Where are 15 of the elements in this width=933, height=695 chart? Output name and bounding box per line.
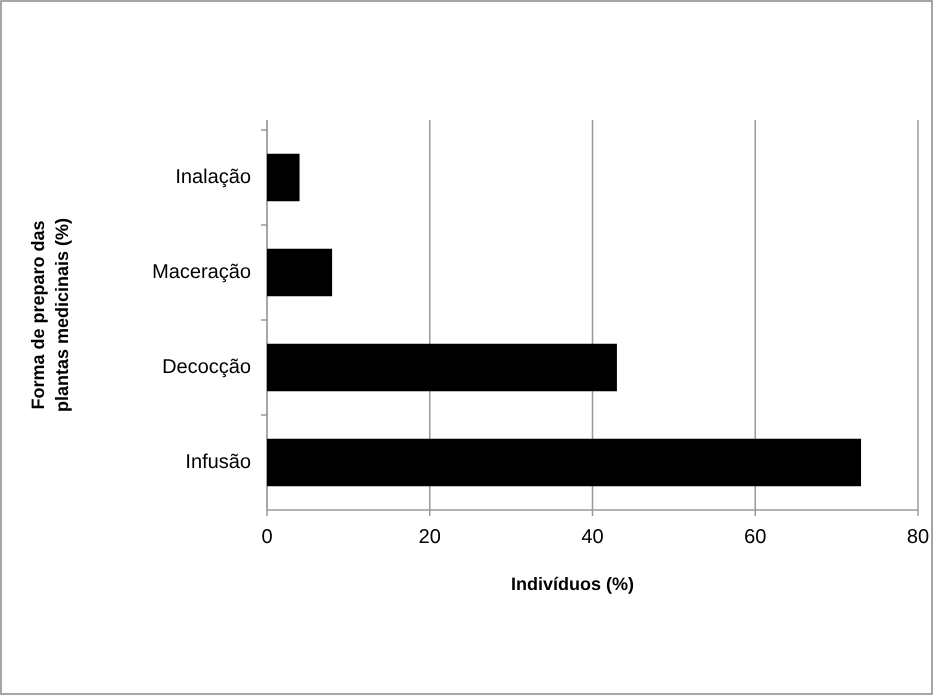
y-axis-title: Forma de preparo das plantas medicinais (%) — [28, 218, 72, 412]
x-tick-label: 40 — [581, 526, 604, 548]
y-tick-label: Decocção — [162, 356, 251, 378]
bar — [267, 344, 617, 392]
bar — [267, 438, 862, 486]
x-tick-label: 80 — [906, 526, 930, 548]
y-tick-label: Inalação — [175, 166, 251, 188]
bar — [267, 248, 332, 296]
bar — [267, 154, 300, 202]
x-tick-label: 60 — [744, 526, 766, 548]
y-tick-label: Infusão — [185, 450, 251, 473]
y-tick-label: Maceração — [152, 260, 251, 283]
x-axis-title: Indivíduos (%) — [511, 574, 634, 594]
x-tick-label: 0 — [261, 526, 273, 548]
x-tick-label: 20 — [418, 526, 441, 548]
